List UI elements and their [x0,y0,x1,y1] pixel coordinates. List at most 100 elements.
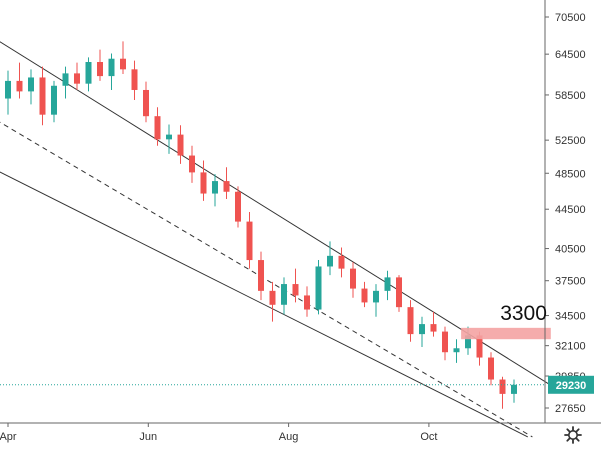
candle [453,339,460,363]
candle [499,376,506,409]
candle [488,352,494,386]
candle [97,49,103,81]
y-tick-label: 37500 [555,276,586,288]
last-price-tag-bg [548,375,594,394]
candle [269,281,276,322]
x-tick-label: Aug [279,431,299,443]
candle-body [407,307,414,335]
candle-body [419,324,425,335]
y-tick-label: 48500 [555,168,586,180]
candle-body [338,255,345,269]
candle [315,260,322,315]
candle [407,300,414,342]
y-tick-label: 27650 [555,403,586,415]
candle-body [108,58,115,77]
settings-gear-icon[interactable] [564,426,582,444]
candle [154,107,161,146]
channel-lower-line [0,171,529,438]
candle-body [120,58,126,70]
candle [442,326,448,361]
candle [5,70,11,115]
candle [246,212,253,269]
candle-body [258,260,264,291]
candle-body [442,331,448,353]
candle [28,69,34,105]
candle-body [361,288,368,303]
x-tick-label: Oct [420,431,437,443]
candle-body [465,335,471,349]
candle [258,251,264,301]
candle-body [166,134,172,140]
candle-body [350,268,356,289]
candle-body [212,181,218,194]
y-tick-label: 40500 [555,244,586,256]
candle-body [304,295,310,310]
candle [511,379,517,403]
price-channel [0,41,554,438]
candle-body [16,80,23,92]
candle [166,124,172,154]
candle [304,286,310,317]
candle-body [177,134,184,156]
candle-body [396,277,402,308]
candle [51,80,57,123]
y-tick-label: 58500 [555,90,586,102]
channel-upper-line [0,41,554,388]
candle-body [292,284,299,296]
resistance-zone-box [461,327,551,340]
candle [361,281,368,308]
candle-body [28,77,34,92]
candle-body [97,62,103,77]
candle-body [453,348,460,353]
candle-body [223,181,230,192]
candle-body [235,191,241,222]
candle [373,284,379,317]
candle-body [51,85,57,115]
candle [39,66,46,126]
candle-body [281,284,287,305]
candle [143,81,149,123]
candle-body [327,255,333,267]
candle-body [373,290,379,303]
candle [85,57,92,92]
candle-body [499,379,506,394]
candle-body [476,335,483,358]
candle-body [62,73,69,86]
last-price-label: 29230 [556,380,587,392]
candlestick-series [5,41,517,409]
candle-body [430,324,437,332]
y-tick-label: 52500 [555,135,586,147]
candle-body [246,221,253,261]
candle-body [488,357,494,380]
candle-body [315,266,322,310]
y-tick-label: 32100 [555,341,586,353]
candle [200,160,207,201]
y-tick-label: 70500 [555,12,586,24]
x-tick-label: Apr [0,431,17,443]
candle [430,311,437,337]
candle-body [74,73,80,84]
candle [350,262,356,298]
resistance-zone [461,327,551,340]
candle [131,60,138,100]
candle-body [189,155,195,173]
candle [212,174,218,207]
y-tick-label: 64500 [555,49,586,61]
time-axis[interactable]: Apr Jun Aug Oct [0,423,437,443]
candle-body [200,172,207,194]
candle [74,62,80,90]
candle [419,316,425,347]
candle-body [5,80,11,99]
last-price-tag: 29230 [548,375,594,394]
candle [292,268,299,303]
candle [16,62,23,99]
candle-body [85,62,92,84]
candle-body [511,384,517,394]
candle-body [269,290,276,305]
candle [223,167,230,200]
candle [108,53,115,90]
candle [120,41,126,75]
candle [396,275,402,312]
candle-body [143,89,149,117]
